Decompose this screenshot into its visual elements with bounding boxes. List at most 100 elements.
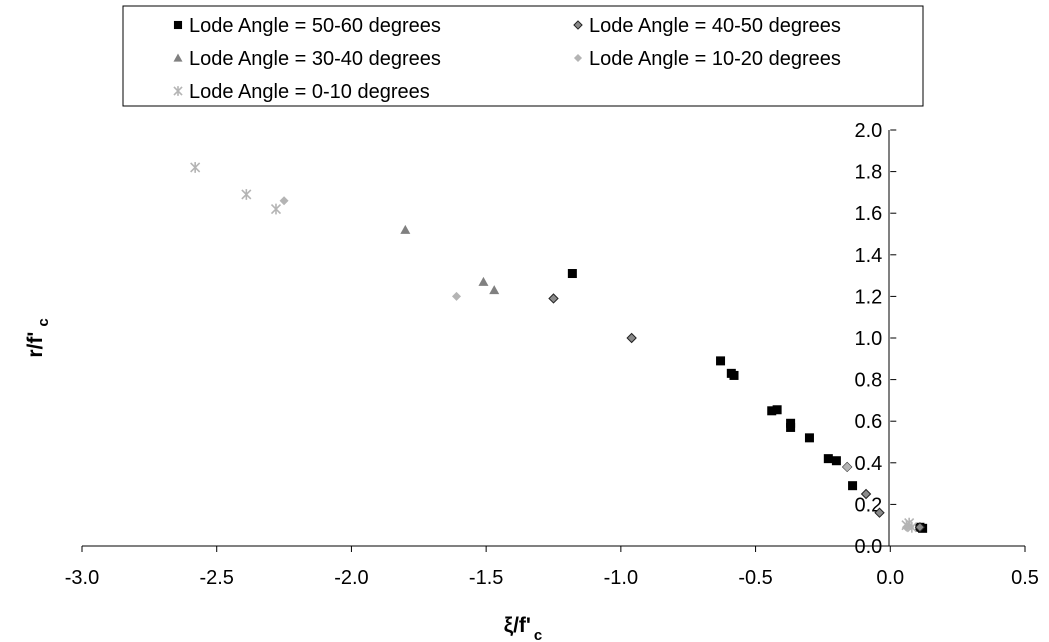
x-axis-title: ξ/f' c bbox=[504, 614, 543, 642]
legend-entry-40-50: Lode Angle = 40-50 degrees bbox=[573, 15, 841, 37]
marker-triangle bbox=[489, 285, 500, 295]
data-point bbox=[626, 332, 637, 344]
y-tick-label: 0.2 bbox=[854, 494, 882, 516]
legend-entry-30-40: Lode Angle = 30-40 degrees bbox=[173, 48, 441, 70]
marker-square bbox=[716, 356, 726, 366]
y-tick-label: 1.6 bbox=[854, 203, 882, 225]
legend-label-10-20: Lode Angle = 10-20 degrees bbox=[589, 48, 841, 70]
x-tick-label: -2.0 bbox=[334, 567, 368, 589]
data-point bbox=[842, 462, 852, 472]
legend-frame bbox=[122, 5, 924, 107]
y-tick-label: 0.6 bbox=[854, 411, 882, 433]
data-point bbox=[772, 405, 782, 415]
y-tick-label: 1.8 bbox=[854, 162, 882, 184]
marker-square bbox=[804, 433, 814, 443]
x-tick-label: 0.0 bbox=[876, 567, 904, 589]
series-2 bbox=[400, 224, 500, 295]
y-tick-label: 1.2 bbox=[854, 286, 882, 308]
x-tick-label: -0.5 bbox=[738, 567, 772, 589]
x-tick-label: -1.5 bbox=[469, 567, 503, 589]
x-tick-label: 0.5 bbox=[1011, 567, 1039, 589]
y-axis-ticks: 0.0 0.2 0.4 0.6 0.8 1.0 1.2 1.4 1.6 1.8 2.0 bbox=[854, 120, 897, 558]
data-point bbox=[190, 162, 201, 173]
marker-star bbox=[241, 189, 252, 200]
marker-square bbox=[729, 370, 739, 380]
data-point bbox=[279, 196, 289, 206]
marker-diamond bbox=[573, 53, 583, 63]
legend: Lode Angle = 50-60 degrees Lode Angle = … bbox=[122, 5, 924, 107]
data-point bbox=[874, 507, 885, 518]
data-point bbox=[478, 276, 489, 286]
data-point bbox=[489, 285, 500, 295]
legend-marker-light-diamond bbox=[573, 53, 583, 63]
marker-star bbox=[173, 86, 183, 96]
axes: -3.0 -2.5 -2.0 -1.5 -1.0 -0.5 0.0 0.5 0.0 0.2 0.4… bbox=[65, 120, 1039, 589]
series-3 bbox=[279, 196, 911, 532]
y-tick-label: 0.8 bbox=[854, 370, 882, 392]
marker-square bbox=[831, 456, 841, 466]
marker-diamond bbox=[842, 462, 852, 472]
marker-square bbox=[567, 269, 577, 279]
marker-triangle bbox=[400, 224, 411, 234]
data-point bbox=[860, 488, 872, 500]
legend-label-40-50: Lode Angle = 40-50 degrees bbox=[589, 15, 841, 37]
legend-marker-square bbox=[173, 20, 183, 30]
data-point bbox=[906, 521, 917, 533]
x-axis-ticks: -3.0 -2.5 -2.0 -1.5 -1.0 -0.5 0.0 0.5 bbox=[65, 546, 1039, 589]
marker-square bbox=[823, 454, 833, 464]
marker-square bbox=[173, 20, 183, 30]
data-point bbox=[831, 456, 841, 466]
legend-marker-triangle bbox=[173, 53, 183, 62]
legend-label-30-40: Lode Angle = 30-40 degrees bbox=[189, 48, 441, 70]
marker-star bbox=[190, 162, 201, 173]
x-axis-title-main: ξ/f' bbox=[504, 614, 531, 637]
data-points bbox=[190, 162, 928, 533]
data-point bbox=[848, 481, 858, 491]
marker-diamond bbox=[279, 196, 289, 206]
series-4 bbox=[190, 162, 917, 533]
data-point bbox=[716, 356, 726, 366]
marker-star bbox=[270, 203, 282, 215]
marker-square bbox=[772, 405, 782, 415]
marker-diamond bbox=[452, 291, 462, 301]
y-tick-label: 0.4 bbox=[854, 453, 882, 475]
legend-label-50-60: Lode Angle = 50-60 degrees bbox=[189, 15, 441, 37]
legend-entry-10-20: Lode Angle = 10-20 degrees bbox=[573, 48, 841, 70]
legend-label-0-10: Lode Angle = 0-10 degrees bbox=[189, 81, 430, 103]
x-axis-title-sub: c bbox=[534, 627, 542, 642]
data-point bbox=[400, 224, 411, 234]
marker-square bbox=[767, 406, 777, 416]
data-point bbox=[548, 293, 559, 304]
y-tick-label: 1.0 bbox=[854, 328, 882, 350]
data-point bbox=[767, 406, 777, 416]
marker-dark-diamond bbox=[548, 293, 559, 304]
legend-entry-50-60: Lode Angle = 50-60 degrees bbox=[173, 15, 441, 37]
y-tick-label: 1.4 bbox=[854, 245, 882, 267]
marker-dark-diamond bbox=[914, 522, 926, 533]
data-point bbox=[452, 291, 462, 301]
legend-marker-star bbox=[173, 86, 183, 96]
data-point bbox=[567, 269, 577, 279]
marker-square bbox=[848, 481, 858, 491]
data-point bbox=[729, 370, 739, 380]
legend-marker-dark-diamond bbox=[573, 20, 583, 30]
marker-triangle bbox=[478, 276, 489, 286]
y-axis-title: r/f' c bbox=[24, 318, 52, 357]
marker-dark-diamond bbox=[626, 332, 637, 344]
y-tick-label: 0.0 bbox=[854, 536, 882, 558]
x-tick-label: -1.0 bbox=[604, 567, 638, 589]
data-point bbox=[804, 433, 814, 443]
marker-dark-diamond bbox=[874, 507, 885, 518]
y-axis-title-main: r/f' bbox=[24, 332, 47, 358]
data-point bbox=[241, 189, 252, 200]
marker-triangle bbox=[173, 53, 183, 62]
data-point bbox=[823, 454, 833, 464]
y-axis-title-sub: c bbox=[35, 318, 52, 326]
series-0 bbox=[567, 269, 928, 533]
data-point bbox=[270, 203, 282, 215]
marker-dark-diamond bbox=[860, 488, 872, 500]
marker-square bbox=[786, 422, 796, 432]
legend-entry-0-10: Lode Angle = 0-10 degrees bbox=[173, 81, 430, 103]
x-tick-label: -2.5 bbox=[199, 567, 233, 589]
